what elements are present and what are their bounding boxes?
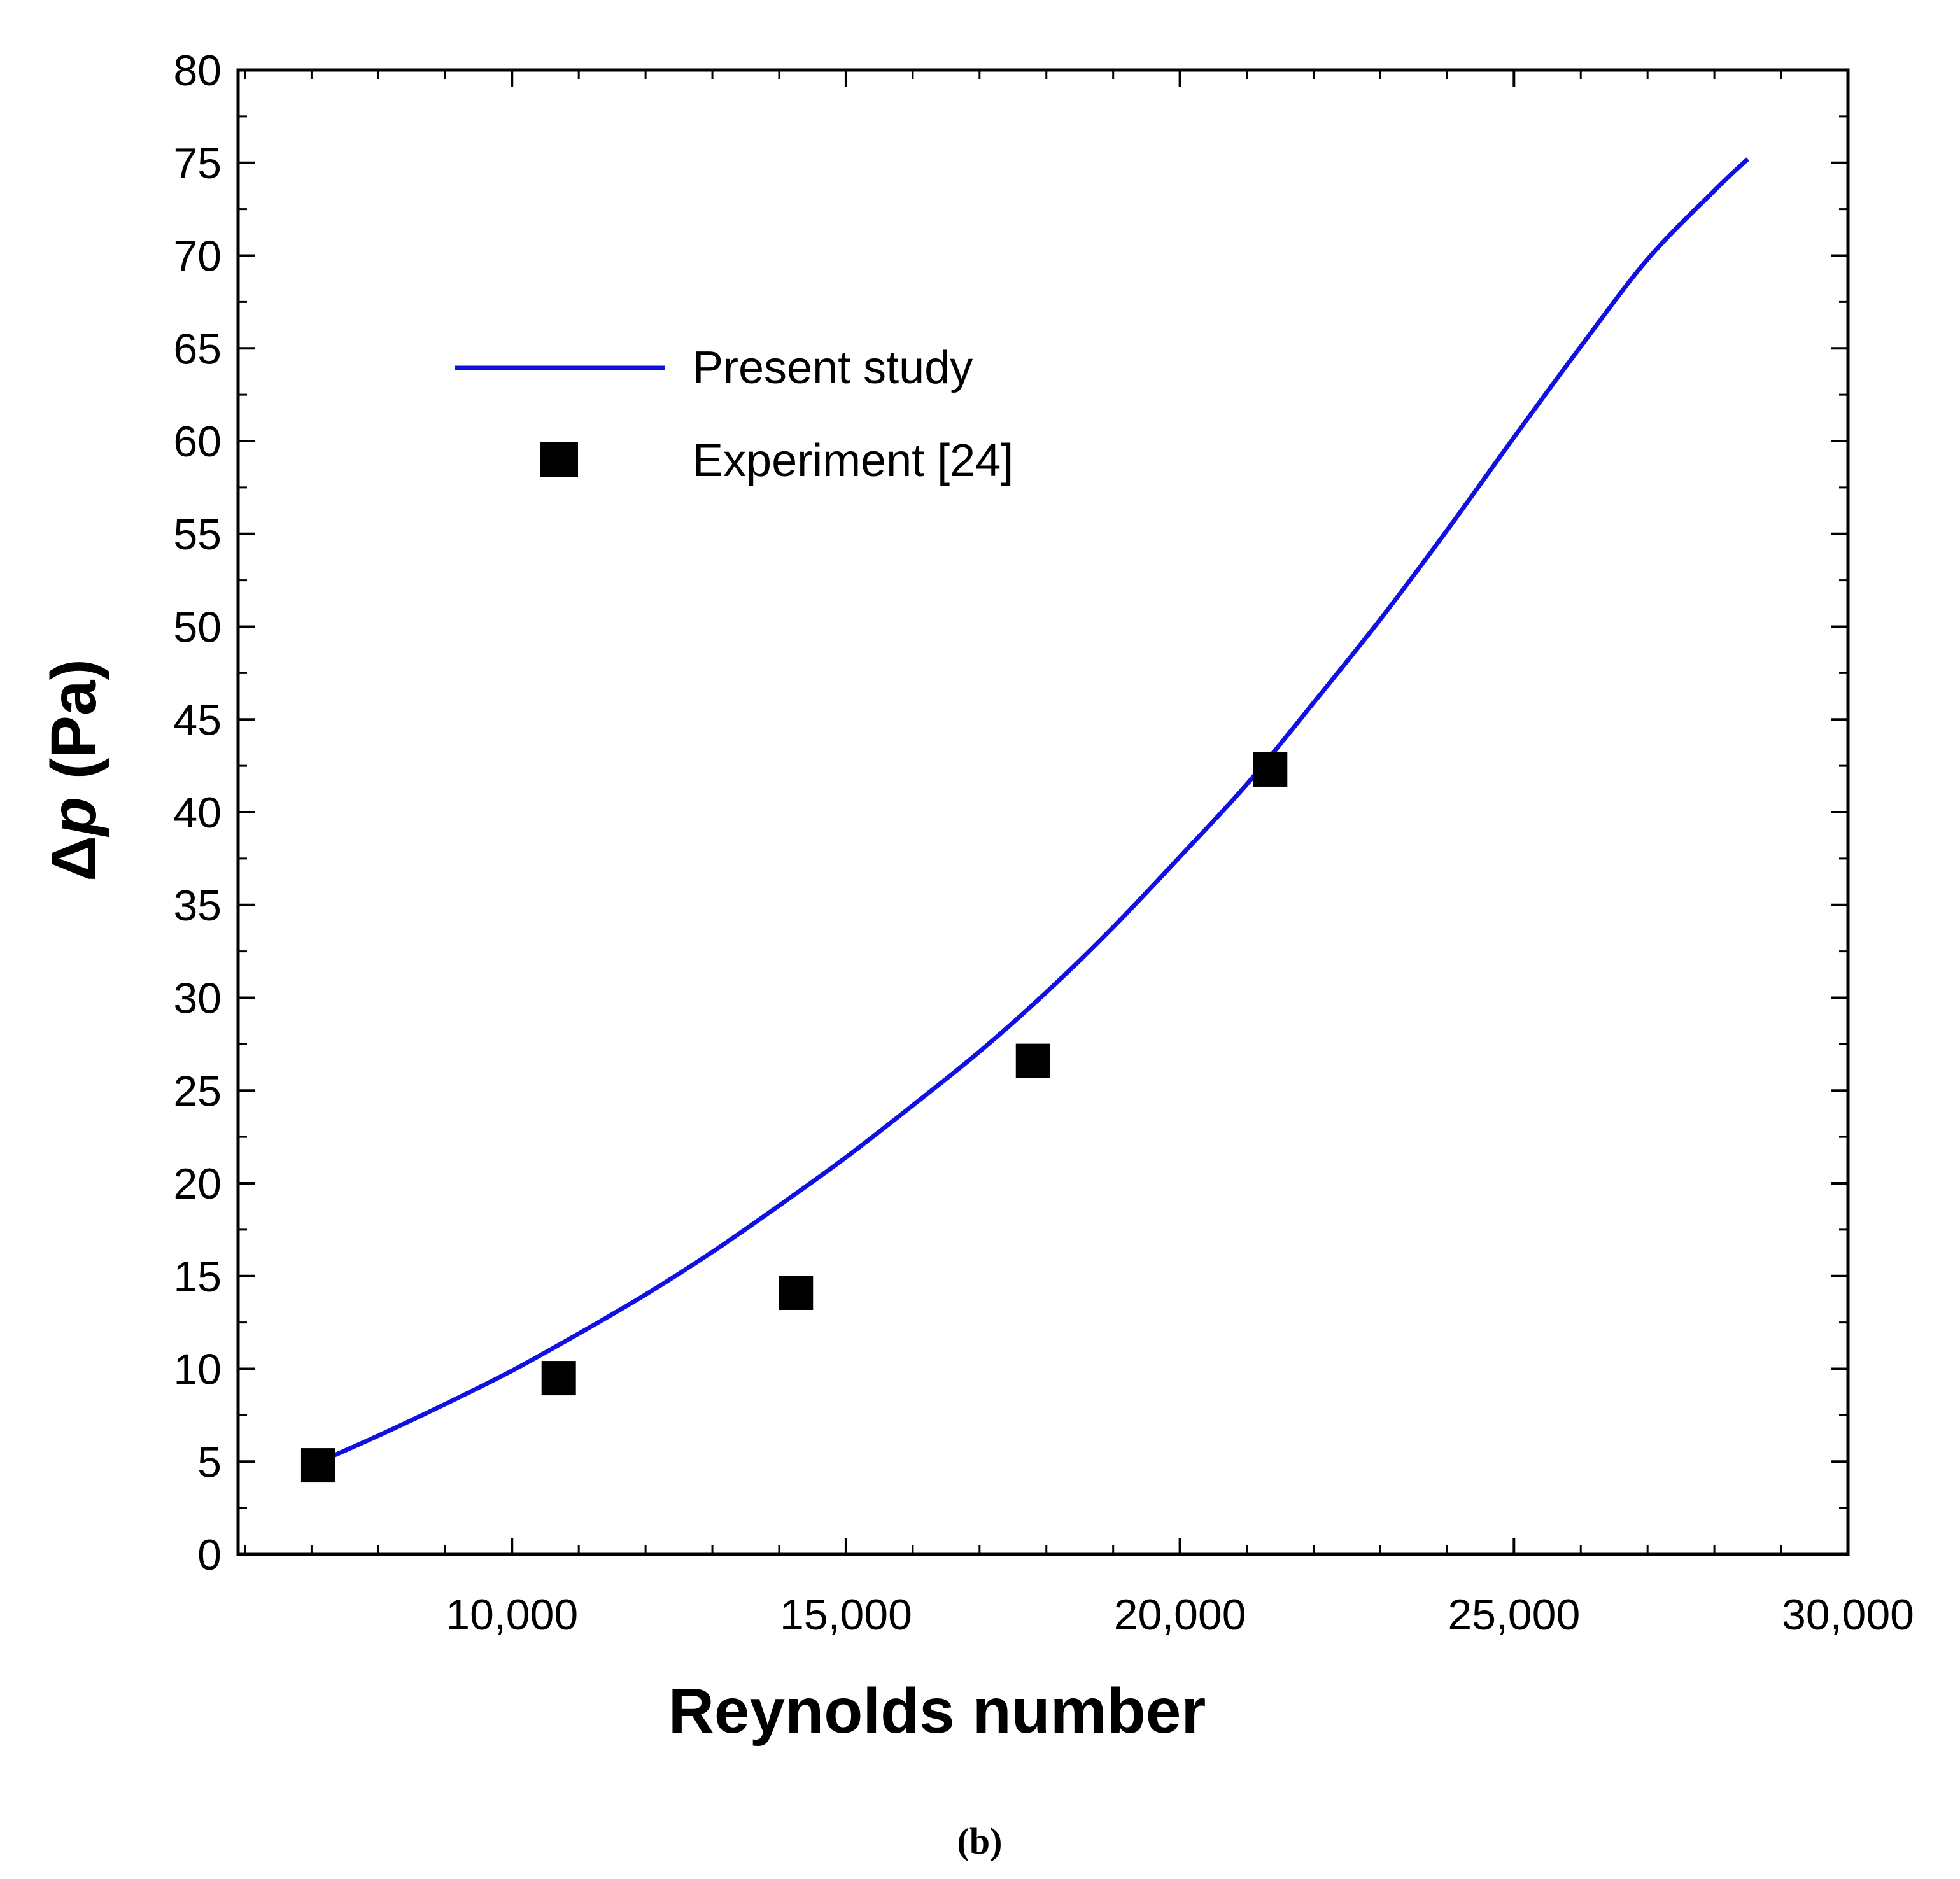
y-tick-label: 25 [173,1067,222,1115]
y-axis-title: Δp (Pa) [38,659,109,882]
y-axis-title-variable: p [38,797,109,838]
experiment-point [541,1361,576,1396]
y-tick-label: 20 [173,1160,222,1208]
y-tick-label: 5 [197,1438,222,1486]
y-tick-label: 70 [173,232,222,281]
x-tick-label: 15,000 [780,1591,912,1639]
plot-frame [236,68,1850,1556]
panel-label: (b) [957,1820,1003,1862]
y-axis-tick-labels: 0 5 10 15 20 25 30 35 40 45 50 55 60 65 70 75 80 [173,46,222,1579]
legend: Present study Experiment [24] [455,342,1013,486]
x-tick-label: 10,000 [446,1591,578,1639]
y-tick-label: 65 [173,325,222,373]
y-tick-label: 80 [173,46,222,95]
y-tick-label: 40 [173,789,222,837]
experiment-point [1015,1043,1050,1078]
experiment-point [1253,752,1288,787]
series-layer [300,157,1749,1483]
y-tick-label: 60 [173,418,222,466]
experiment-point [779,1275,814,1310]
legend-square-swatch [540,442,578,477]
y-tick-label: 30 [173,975,222,1023]
x-tick-label: 25,000 [1448,1591,1580,1639]
legend-label-present-study: Present study [693,342,973,393]
y-tick-label: 35 [173,882,222,930]
y-axis-title-unit: (Pa) [38,659,109,797]
experiment-point [300,1448,335,1483]
series-line-present-study [311,157,1749,1468]
y-axis-title-symbol: Δ [38,836,109,882]
y-tick-label: 75 [173,139,222,188]
legend-label-experiment: Experiment [24] [693,435,1013,486]
x-axis-tick-labels: 10,000 15,000 20,000 25,000 30,000 [446,1591,1914,1639]
x-tick-label: 20,000 [1114,1591,1246,1639]
y-tick-label: 55 [173,510,222,559]
y-tick-label: 15 [173,1253,222,1301]
y-tick-label: 10 [173,1346,222,1394]
y-tick-label: 50 [173,603,222,652]
x-axis-title: Reynolds number [668,1675,1206,1747]
x-tick-label: 30,000 [1782,1591,1914,1639]
y-tick-label: 0 [197,1531,222,1579]
y-tick-label: 45 [173,696,222,744]
